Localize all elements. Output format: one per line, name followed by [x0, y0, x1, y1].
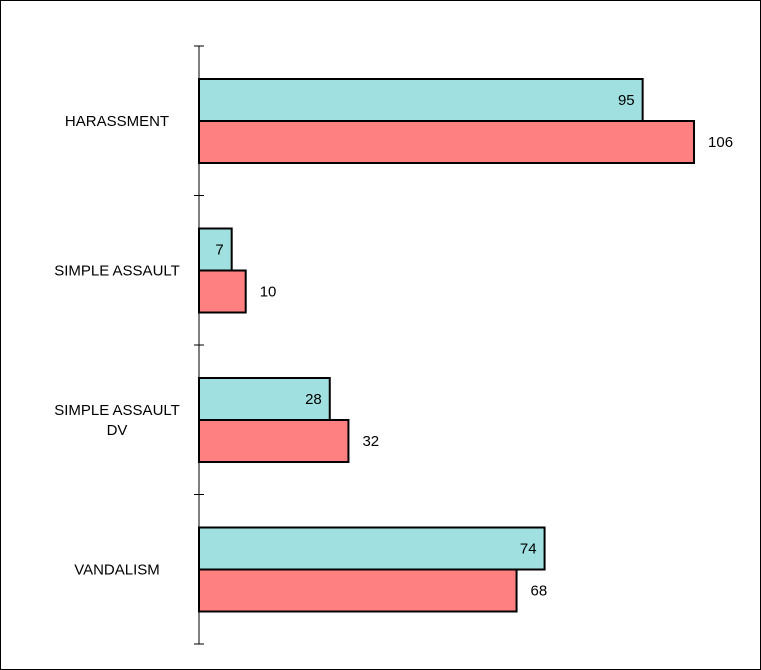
- category-label-1: HARASSMENT: [65, 113, 169, 130]
- data-label-series2-cat3: 32: [362, 433, 379, 450]
- category-label-2: SIMPLE ASSAULT: [54, 263, 180, 280]
- category-label-3-line2: DV: [107, 422, 128, 439]
- bar-series2-cat2: [198, 269, 247, 314]
- bar-series1-cat3: [198, 377, 331, 421]
- bars-layer: [198, 78, 696, 613]
- data-label-series1-cat3: 28: [305, 391, 322, 408]
- data-label-series2-cat2: 10: [260, 284, 277, 301]
- data-label-series1-cat1: 95: [618, 92, 635, 109]
- data-label-series1-cat2: 7: [215, 242, 223, 259]
- data-label-series2-cat1: 106: [708, 134, 733, 151]
- bar-series2-cat3: [198, 419, 350, 463]
- labels-layer: 95 106 HARASSMENT 7 10 SIMPLE ASSAULT 28 32 SIMP…: [54, 92, 733, 600]
- axis-layer: [194, 45, 204, 645]
- bar-series1-cat4: [198, 526, 546, 571]
- category-label-4: VANDALISM: [74, 562, 160, 579]
- bar-series2-cat4: [198, 568, 518, 613]
- data-label-series1-cat4: 74: [520, 541, 537, 558]
- category-label-3-line1: SIMPLE ASSAULT: [54, 402, 180, 419]
- bar-series1-cat1: [198, 78, 644, 122]
- data-label-series2-cat4: 68: [531, 583, 548, 600]
- bar-series2-cat1: [198, 120, 696, 164]
